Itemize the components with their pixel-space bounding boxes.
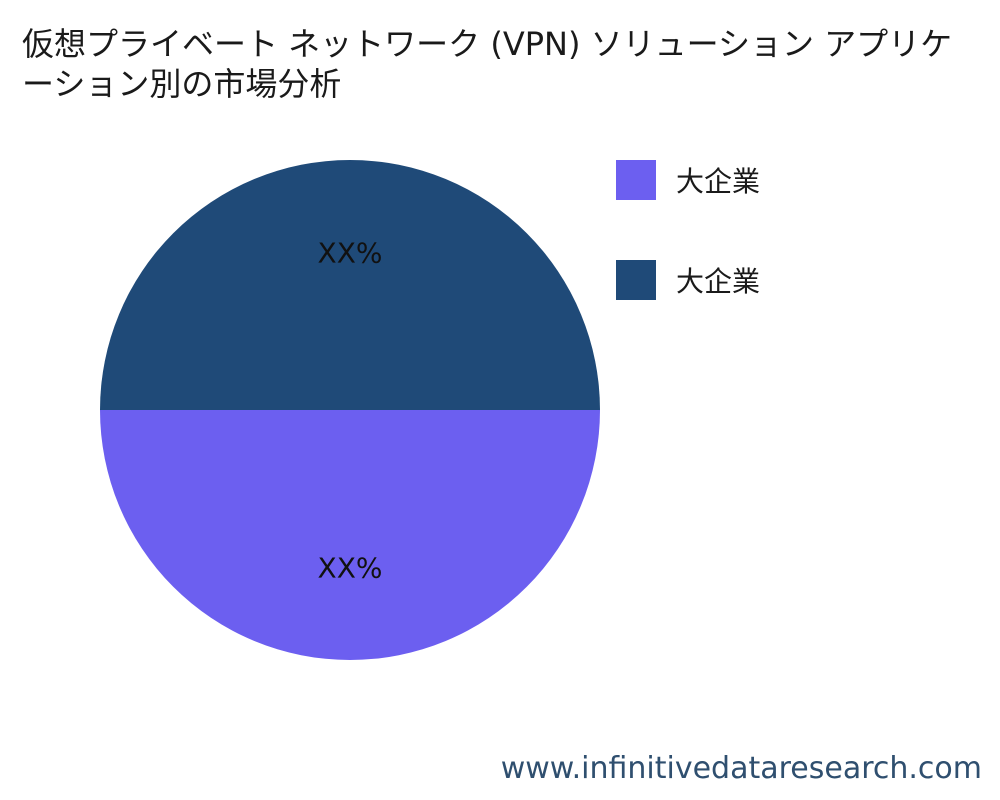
- legend-swatch-0: [616, 160, 656, 200]
- pie-slice-0: [100, 410, 600, 660]
- slice-label-0: XX%: [318, 552, 383, 585]
- legend-swatch-1: [616, 260, 656, 300]
- legend-label-1: 大企業: [676, 265, 761, 298]
- chart-title: 仮想プライベート ネットワーク (VPN) ソリューション アプリケーション別の…: [22, 25, 953, 103]
- watermark: www.infinitivedataresearch.com: [500, 751, 982, 786]
- legend: 大企業 大企業: [616, 160, 760, 360]
- legend-item: 大企業: [616, 260, 760, 300]
- slice-label-1: XX%: [318, 237, 383, 270]
- pie-slice-1: [100, 160, 600, 410]
- legend-label-0: 大企業: [676, 165, 761, 198]
- legend-item: 大企業: [616, 160, 760, 200]
